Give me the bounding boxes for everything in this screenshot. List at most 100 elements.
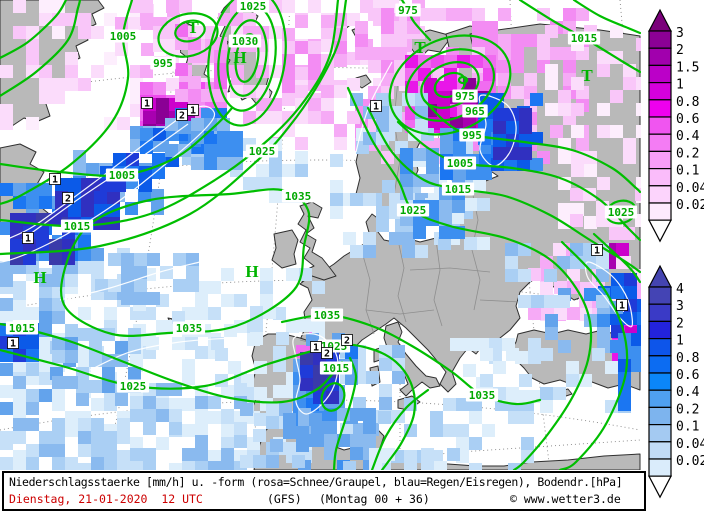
legend-value-label: 2 <box>676 316 684 331</box>
precip-cell <box>254 387 267 400</box>
precip-cell <box>26 336 39 349</box>
precip-cell <box>519 108 532 121</box>
isobar-line <box>59 188 311 337</box>
precip-cell <box>282 124 295 137</box>
precip-cell <box>130 91 143 104</box>
precip-cell <box>570 256 583 269</box>
legend-value-label: 3 <box>676 299 684 314</box>
isobar-label: 995 <box>462 129 482 142</box>
precip-cell <box>308 67 321 80</box>
precip-cell <box>563 8 576 21</box>
precip-max-box <box>141 97 153 109</box>
precip-cell <box>519 121 532 134</box>
precip-cell <box>618 359 631 372</box>
precip-cell <box>394 47 407 60</box>
precip-cell <box>243 177 256 190</box>
precip-max-label: 2 <box>344 336 350 347</box>
precip-cell <box>624 286 637 299</box>
precip-cell <box>308 54 321 67</box>
precip-cell <box>463 338 476 351</box>
legend-value-label: 4 <box>676 282 684 297</box>
precip-cell <box>36 239 49 252</box>
precip-cell <box>147 253 160 266</box>
precip-cell <box>300 352 313 365</box>
precip-cell <box>117 117 130 130</box>
legend-value-label: 0.2 <box>676 402 699 417</box>
precip-cell <box>498 60 511 73</box>
precip-cell <box>443 424 456 437</box>
precip-cell <box>208 281 221 294</box>
precip-cell <box>254 413 267 426</box>
precip-cell <box>240 403 253 416</box>
precip-cell <box>295 151 308 164</box>
precip-cell <box>366 371 379 384</box>
precip-cell <box>26 402 39 415</box>
isobar-label: 1005 <box>109 169 136 182</box>
precip-cell <box>128 17 141 30</box>
precip-cell <box>545 314 558 327</box>
precip-cell <box>446 8 459 21</box>
precip-cell <box>134 279 147 292</box>
precip-max-box <box>310 341 322 353</box>
legend-value-label: 2 <box>676 43 684 58</box>
precip-cell <box>518 269 531 282</box>
precip-cell <box>400 148 413 161</box>
precip-cell <box>217 157 230 170</box>
legend-color-box <box>648 30 672 49</box>
isobar-label: 995 <box>153 57 173 70</box>
precip-cell <box>104 444 117 457</box>
precip-cell <box>363 421 376 434</box>
precip-cell <box>477 198 490 211</box>
precip-cell <box>426 161 439 174</box>
isobar-label-box <box>60 219 94 233</box>
precip-cell <box>506 387 519 400</box>
precip-cell <box>524 73 537 86</box>
isobar-label-box <box>567 31 601 45</box>
isobar-label-box <box>236 0 270 13</box>
precip-cell <box>217 144 230 157</box>
precip-cell <box>191 118 204 131</box>
isobar-label: 1005 <box>447 157 474 170</box>
precip-cell <box>78 463 91 470</box>
precip-cell <box>321 15 334 28</box>
precip-cell <box>234 435 247 448</box>
precip-cell <box>204 144 217 157</box>
precip-cell <box>104 398 117 411</box>
precip-cell <box>540 348 553 361</box>
precip-cell <box>169 463 182 470</box>
precip-cell <box>65 274 78 287</box>
precip-cell <box>618 398 631 411</box>
precip-cell <box>13 196 26 209</box>
precip-cell <box>531 295 544 308</box>
precip-cell <box>282 111 295 124</box>
isobar-label: 1005 <box>110 30 137 43</box>
precipitation-cells <box>0 0 641 470</box>
precip-cell <box>558 90 571 103</box>
precip-cell <box>571 103 584 116</box>
isobar-label-box <box>116 379 150 393</box>
precip-cell <box>39 444 52 457</box>
isobar-label: 1035 <box>285 190 312 203</box>
precip-cell <box>343 461 356 470</box>
precip-cell <box>350 447 363 460</box>
precip-cell <box>78 235 91 248</box>
precip-cell <box>221 437 234 450</box>
precip-cell <box>469 411 482 424</box>
precip-cell <box>596 256 609 269</box>
precip-cell <box>381 8 394 21</box>
precip-cell <box>117 431 130 444</box>
precip-cell <box>52 444 65 457</box>
precip-cell <box>121 279 134 292</box>
precip-cell <box>528 268 541 281</box>
isobar-label: 965 <box>465 105 485 118</box>
precip-cell <box>65 376 78 389</box>
precip-cell <box>558 203 571 216</box>
precip-cell <box>0 261 13 274</box>
precip-cell <box>540 282 553 295</box>
precip-cell <box>128 367 141 380</box>
precip-cell <box>230 131 243 144</box>
precip-cell <box>175 89 188 102</box>
precip-cell <box>26 26 39 39</box>
precip-cell <box>596 269 609 282</box>
precip-cell <box>624 312 637 325</box>
